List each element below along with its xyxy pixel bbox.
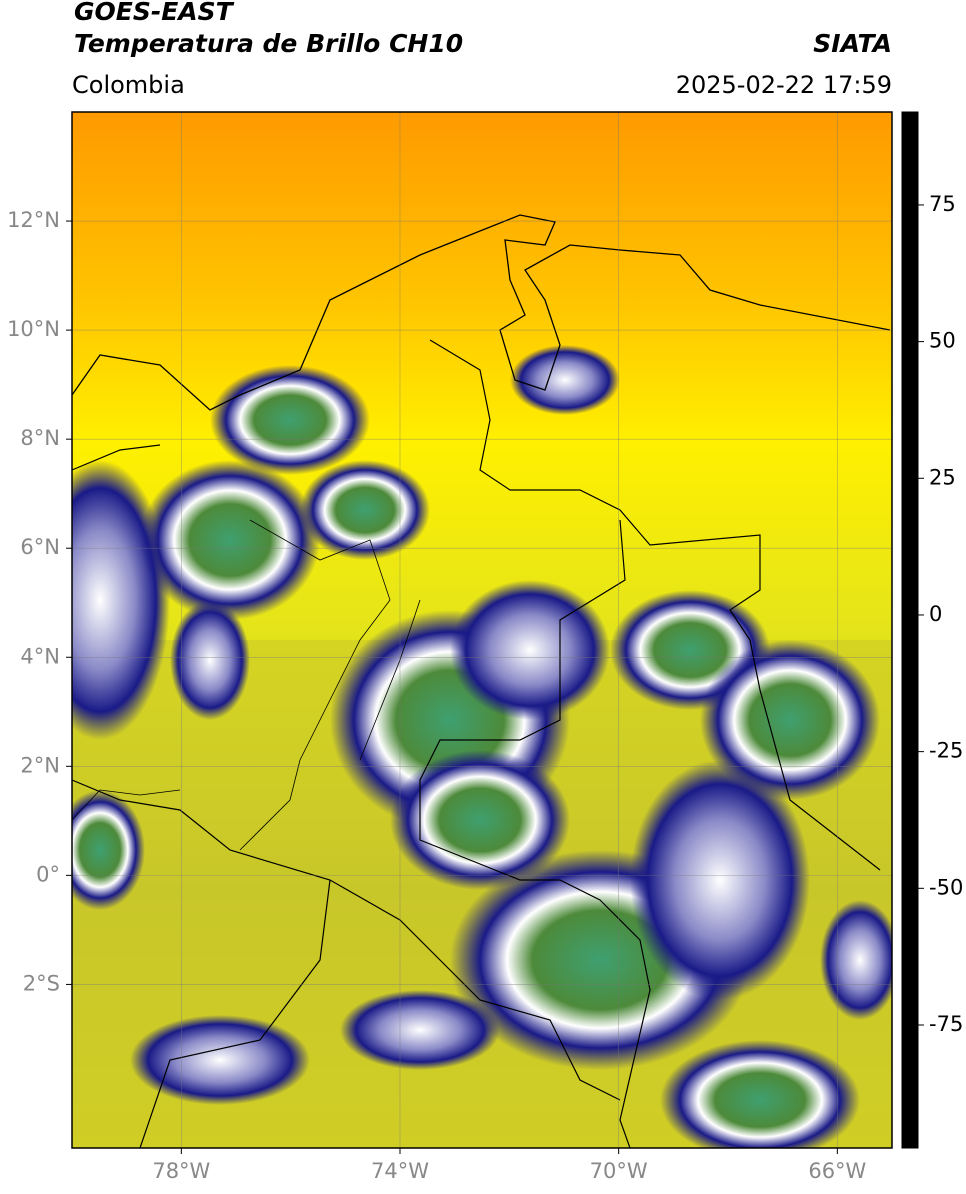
y-tick-label: 2°N <box>20 753 60 777</box>
x-tick-label: 70°W <box>590 1159 648 1183</box>
colorbar-tick-label: -50 <box>929 875 963 899</box>
source: SIATA <box>813 29 892 58</box>
y-tick-label: 12°N <box>7 208 60 232</box>
colorbar-tick-label: 25 <box>929 465 956 489</box>
x-tick-label: 74°W <box>371 1159 429 1183</box>
region: Colombia <box>72 71 185 99</box>
y-tick-label: 10°N <box>7 317 60 341</box>
title: GOES-EAST <box>74 0 235 26</box>
grid <box>72 112 892 1148</box>
datetime: 2025-02-22 17:59 <box>676 71 892 99</box>
y-tick-label: 4°N <box>20 644 60 668</box>
colorbar-tick-label: -25 <box>929 739 963 763</box>
y-tick-label: 0° <box>36 862 60 886</box>
subtitle: Temperatura de Brillo CH10 <box>74 29 463 58</box>
y-tick-label: 2°S <box>23 971 60 995</box>
y-tick-label: 8°N <box>20 426 60 450</box>
colorbar <box>901 111 919 1149</box>
colorbar-tick-label: 75 <box>929 192 956 216</box>
x-tick-label: 78°W <box>152 1159 210 1183</box>
y-tick-label: 6°N <box>20 535 60 559</box>
x-tick-label: 66°W <box>808 1159 866 1183</box>
colorbar-tick-label: 50 <box>929 329 956 353</box>
map-frame <box>71 111 893 1149</box>
map-image <box>72 112 892 1148</box>
colorbar-tick-label: -75 <box>929 1012 963 1036</box>
colorbar-tick-label: 0 <box>929 602 942 626</box>
